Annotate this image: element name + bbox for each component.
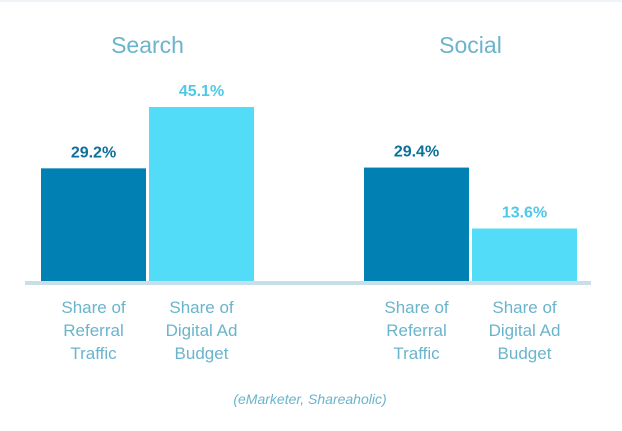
bar bbox=[41, 168, 146, 281]
top-divider bbox=[0, 0, 622, 2]
category-label: Referral bbox=[63, 321, 123, 340]
category-label: Digital Ad bbox=[166, 321, 238, 340]
value-label: 29.4% bbox=[394, 144, 439, 161]
category-label: Budget bbox=[175, 344, 229, 363]
category-label: Share of bbox=[384, 298, 449, 317]
bar bbox=[472, 228, 577, 281]
category-label: Traffic bbox=[70, 344, 117, 363]
group-title: Social bbox=[439, 32, 502, 58]
bar bbox=[149, 107, 254, 281]
value-label: 45.1% bbox=[179, 83, 224, 100]
group-title: Search bbox=[111, 32, 184, 58]
category-label: Traffic bbox=[393, 344, 440, 363]
source-note: (eMarketer, Shareaholic) bbox=[233, 391, 386, 407]
category-label: Budget bbox=[498, 344, 552, 363]
category-label: Digital Ad bbox=[489, 321, 561, 340]
category-label: Referral bbox=[386, 321, 446, 340]
value-label: 13.6% bbox=[502, 205, 547, 222]
category-label: Share of bbox=[61, 298, 126, 317]
value-label: 29.2% bbox=[71, 144, 116, 161]
bar bbox=[364, 167, 469, 281]
category-label: Share of bbox=[169, 298, 234, 317]
category-label: Share of bbox=[492, 298, 557, 317]
